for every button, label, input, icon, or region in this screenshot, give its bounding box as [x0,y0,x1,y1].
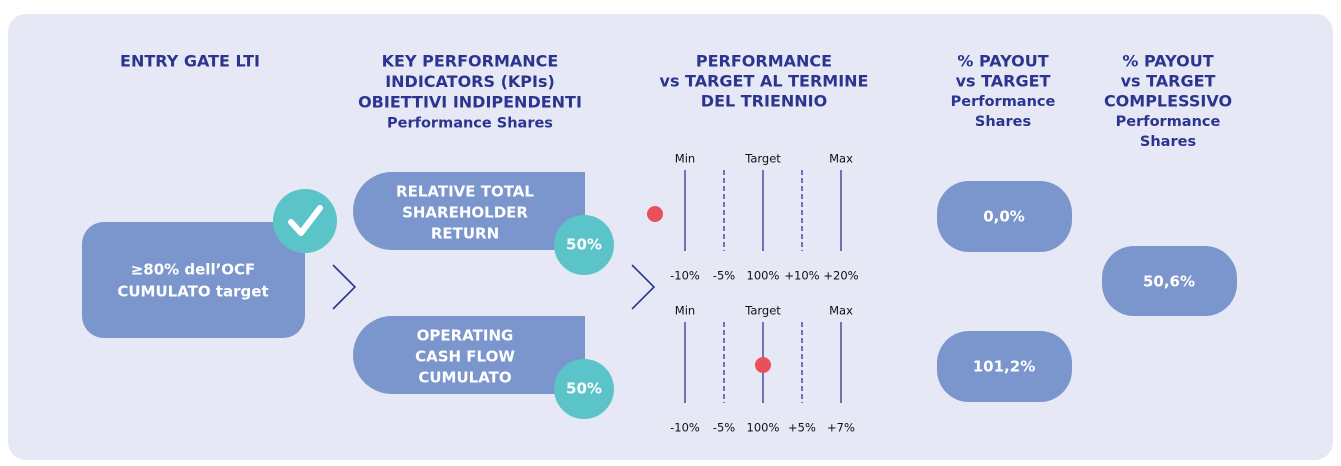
scale-label: Target [744,152,781,166]
scale-tick: +20% [823,269,858,283]
performance-dot [755,357,771,373]
header: INDICATORS (KPIs) [385,72,555,91]
weight-badge [554,359,614,419]
kpi-box [353,172,585,250]
scale-tick: 100% [747,421,780,435]
scale-tick: +5% [788,421,816,435]
entry-text: ≥80% dell’OCF [131,261,256,279]
header: vs TARGET [1121,72,1216,91]
total-payout: 50,6% [1143,273,1195,291]
scale-label: Min [675,152,695,166]
header: OBIETTIVI INDIPENDENTI [358,93,582,112]
scale-label: Max [829,152,853,166]
header: Shares [1140,134,1196,150]
header: COMPLESSIVO [1104,92,1232,111]
header: PERFORMANCE [696,52,832,71]
header: Performance [1116,114,1221,130]
weight: 50% [566,236,602,254]
header: DEL TRIENNIO [701,92,827,111]
scale-tick: -5% [713,269,735,283]
header: vs TARGET AL TERMINE [660,72,869,91]
check-badge [273,189,337,253]
content: ENTRY GATE LTI KEY PERFORMANCEINDICATORS … [82,52,1237,435]
scale-label: Target [744,304,781,318]
total-box [1102,246,1237,316]
entry-box [82,222,305,338]
kpi-text: RELATIVE TOTAL [396,183,534,201]
payout: 0,0% [983,208,1025,226]
payout-box [937,181,1072,252]
scale-tick: -10% [670,421,700,435]
scale-tick: 100% [747,269,780,283]
kpi-text: SHAREHOLDER [402,204,528,222]
kpi-text: RETURN [431,225,499,243]
scale-tick: -10% [670,269,700,283]
scale-label: Min [675,304,695,318]
chevron [332,264,357,310]
payout: 101,2% [973,358,1035,376]
header: % PAYOUT [957,52,1048,71]
performance-dot [647,206,663,222]
check-icon [288,205,323,236]
kpi-text: CASH FLOW [415,348,515,366]
scale-label: Max [829,304,853,318]
kpi-box [353,316,585,394]
kpi-text: OPERATING [417,327,514,345]
scale-tick: +10% [784,269,819,283]
entry-text: CUMULATO target [117,283,268,301]
header: KEY PERFORMANCE [382,52,559,71]
weight-badge [554,215,614,275]
header: Shares [975,114,1031,130]
header: vs TARGET [956,72,1051,91]
kpi-text: CUMULATO [418,369,511,387]
scale-tick: +7% [827,421,855,435]
header: Performance [951,94,1056,110]
weight: 50% [566,380,602,398]
chevron [631,264,656,310]
header: ENTRY GATE LTI [120,52,260,71]
header: Performance Shares [387,116,553,132]
payout-box [937,331,1072,402]
scale-tick: -5% [713,421,735,435]
header: % PAYOUT [1122,52,1213,71]
